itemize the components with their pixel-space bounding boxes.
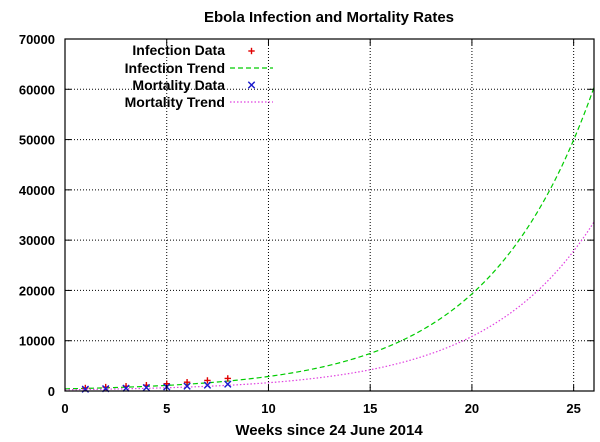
legend-swatch-mortality-data bbox=[247, 81, 256, 89]
y-tick-label: 40000 bbox=[19, 183, 55, 198]
x-axis-label: Weeks since 24 June 2014 bbox=[235, 422, 423, 439]
legend-label-infection-data: Infection Data bbox=[132, 42, 225, 58]
trend-line-infection-trend bbox=[64, 87, 595, 390]
x-tick-label: 5 bbox=[163, 401, 170, 416]
x-tick-label: 25 bbox=[566, 401, 580, 416]
legend-label-mortality-trend: Mortality Trend bbox=[125, 94, 225, 110]
x-tick-label: 15 bbox=[363, 401, 377, 416]
mortality-data-point bbox=[122, 384, 130, 392]
axis-tick-labels: 0 5 10 15 20 25 0 10000 20000 30000 40000 50000 6000… bbox=[19, 32, 581, 416]
axis-ticks bbox=[64, 38, 594, 392]
legend-swatch-infection-data bbox=[248, 47, 255, 55]
trend-line-mortality-trend bbox=[64, 221, 595, 391]
legend-item-mortality-trend: Mortality Trend bbox=[125, 94, 273, 110]
infection-data-point bbox=[204, 377, 211, 384]
mortality-data-point bbox=[183, 382, 191, 390]
y-tick-label: 20000 bbox=[19, 283, 55, 298]
legend-item-infection-data: Infection Data bbox=[132, 42, 255, 58]
mortality-data-point bbox=[203, 381, 212, 389]
trend-curves bbox=[64, 87, 595, 391]
y-tick-label: 30000 bbox=[19, 233, 55, 248]
legend: Infection Data Infection Trend Mortality… bbox=[125, 42, 273, 110]
x-tick-label: 0 bbox=[61, 401, 68, 416]
legend-marker bbox=[247, 81, 256, 89]
legend-label-mortality-data: Mortality Data bbox=[132, 77, 225, 93]
legend-marker bbox=[248, 47, 255, 55]
plot-frame bbox=[64, 38, 595, 392]
x-tick-label: 10 bbox=[261, 401, 275, 416]
grid bbox=[65, 39, 594, 391]
y-tick-label: 50000 bbox=[19, 133, 55, 148]
legend-label-infection-trend: Infection Trend bbox=[125, 60, 225, 76]
legend-item-infection-trend: Infection Trend bbox=[125, 60, 273, 76]
y-tick-label: 70000 bbox=[19, 32, 55, 47]
y-tick-label: 10000 bbox=[19, 334, 55, 349]
mortality-data-point bbox=[142, 383, 151, 392]
legend-item-mortality-data: Mortality Data bbox=[132, 77, 256, 93]
mortality-data-point bbox=[224, 380, 232, 388]
y-tick-label: 60000 bbox=[19, 82, 55, 97]
chart-title: Ebola Infection and Mortality Rates bbox=[204, 9, 454, 26]
x-tick-label: 20 bbox=[465, 401, 479, 416]
infection-data-point bbox=[183, 379, 191, 386]
y-tick-label: 0 bbox=[48, 384, 55, 399]
infection-data-point bbox=[224, 375, 231, 382]
